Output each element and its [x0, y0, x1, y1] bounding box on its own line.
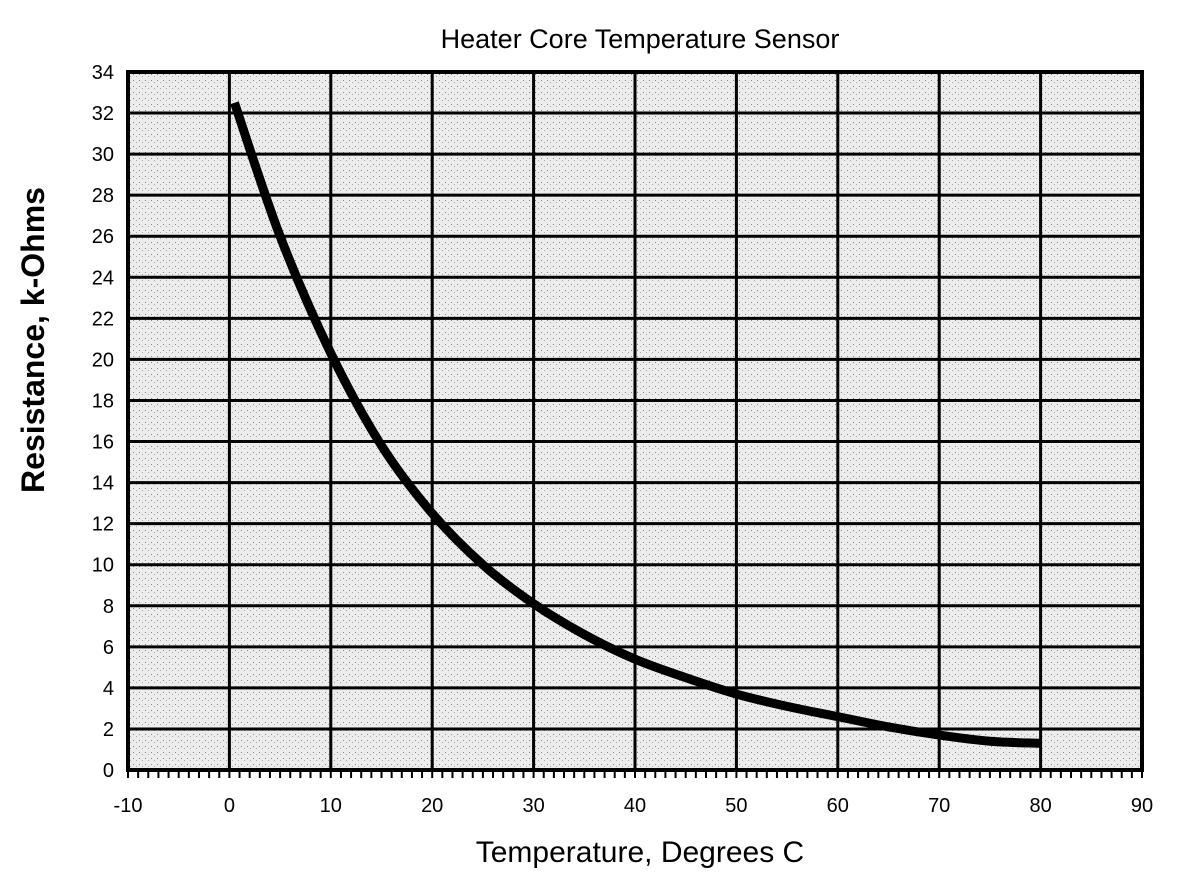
y-tick-label: 28	[92, 185, 114, 207]
y-tick-label: 4	[103, 678, 114, 700]
x-tick-label: 70	[928, 795, 950, 817]
y-tick-label: 12	[92, 514, 114, 536]
chart-title: Heater Core Temperature Sensor	[441, 24, 840, 54]
y-tick-label: 26	[92, 226, 114, 248]
x-tick-label: 80	[1029, 795, 1051, 817]
series-line-resistance	[230, 101, 1041, 748]
y-tick-label: 14	[92, 473, 114, 495]
y-tick-label: 10	[92, 555, 114, 577]
x-tick-label: -10	[114, 795, 143, 817]
x-tick-label: 40	[624, 795, 646, 817]
y-tick-label: 6	[103, 637, 114, 659]
y-tick-label: 34	[92, 62, 114, 84]
x-tick-label: 20	[421, 795, 443, 817]
y-tick-label: 22	[92, 308, 114, 330]
y-tick-label: 2	[103, 719, 114, 741]
y-tick-label: 8	[103, 596, 114, 618]
x-tick-label: 50	[725, 795, 747, 817]
y-tick-label: 18	[92, 390, 114, 412]
y-tick-label: 30	[92, 144, 114, 166]
y-tick-label: 16	[92, 432, 114, 454]
x-axis-label: Temperature, Degrees C	[476, 836, 804, 869]
x-tick-label: 0	[224, 795, 235, 817]
y-axis-label: Resistance, k-Ohms	[15, 187, 51, 493]
x-tick-label: 30	[522, 795, 544, 817]
y-tick-label: 0	[103, 760, 114, 782]
y-tick-label: 24	[92, 267, 114, 289]
x-tick-label: 60	[827, 795, 849, 817]
x-tick-label: 10	[320, 795, 342, 817]
y-tick-label: 32	[92, 103, 114, 125]
y-tick-label: 20	[92, 349, 114, 371]
x-tick-label: 90	[1131, 795, 1153, 817]
